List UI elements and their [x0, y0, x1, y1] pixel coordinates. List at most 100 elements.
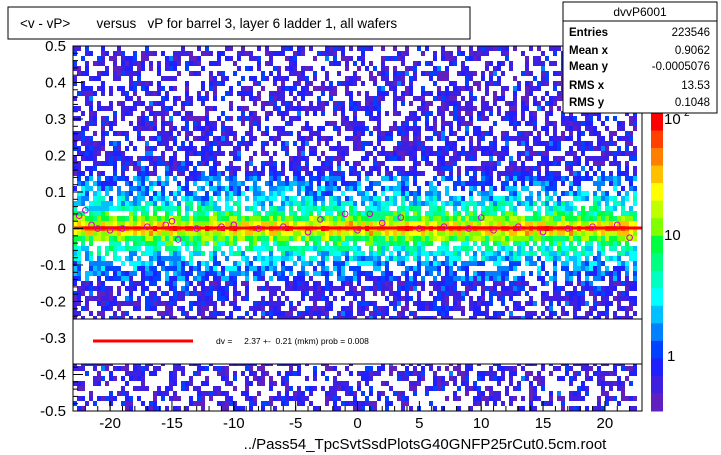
heatmap-cell	[405, 251, 409, 256]
heatmap-cell	[425, 221, 429, 226]
heatmap-cell	[389, 281, 393, 286]
heatmap-cell	[461, 86, 465, 91]
heatmap-cell	[261, 191, 265, 196]
heatmap-cell	[209, 156, 213, 161]
heatmap-cell	[413, 171, 417, 176]
heatmap-cell	[225, 201, 229, 206]
heatmap-cell	[281, 236, 285, 241]
heatmap-cell	[269, 186, 273, 191]
heatmap-cell	[185, 221, 189, 226]
heatmap-cell	[497, 281, 501, 286]
heatmap-cell	[501, 246, 505, 251]
heatmap-cell	[357, 141, 361, 146]
heatmap-cell	[265, 141, 269, 146]
heatmap-cell	[397, 391, 401, 396]
heatmap-cell	[345, 146, 349, 151]
heatmap-cell	[317, 206, 321, 211]
heatmap-cell	[81, 136, 85, 141]
heatmap-cell	[217, 261, 221, 266]
heatmap-cell	[485, 276, 489, 281]
heatmap-cell	[249, 91, 253, 96]
heatmap-cell	[209, 301, 213, 306]
heatmap-cell	[225, 371, 229, 376]
heatmap-cell	[433, 151, 437, 156]
heatmap-cell	[125, 91, 129, 96]
heatmap-cell	[233, 261, 237, 266]
heatmap-cell	[493, 66, 497, 71]
heatmap-cell	[449, 61, 453, 66]
heatmap-cell	[297, 181, 301, 186]
heatmap-cell	[361, 221, 365, 226]
heatmap-cell	[333, 236, 337, 241]
heatmap-cell	[245, 231, 249, 236]
heatmap-cell	[433, 376, 437, 381]
heatmap-cell	[165, 211, 169, 216]
heatmap-cell	[137, 196, 141, 201]
heatmap-cell	[261, 161, 265, 166]
heatmap-cell	[249, 96, 253, 101]
heatmap-cell	[121, 166, 125, 171]
heatmap-cell	[465, 276, 469, 281]
heatmap-cell	[277, 221, 281, 226]
heatmap-cell	[477, 81, 481, 86]
heatmap-cell	[257, 256, 261, 261]
heatmap-cell	[385, 171, 389, 176]
heatmap-cell	[517, 261, 521, 266]
heatmap-cell	[333, 111, 337, 116]
heatmap-cell	[249, 396, 253, 401]
heatmap-cell	[433, 201, 437, 206]
heatmap-cell	[509, 116, 513, 121]
heatmap-cell	[81, 236, 85, 241]
heatmap-cell	[433, 196, 437, 201]
heatmap-cell	[293, 281, 297, 286]
heatmap-cell	[397, 311, 401, 316]
heatmap-cell	[273, 211, 277, 216]
heatmap-cell	[405, 186, 409, 191]
heatmap-cell	[501, 201, 505, 206]
heatmap-cell	[489, 46, 493, 51]
heatmap-cell	[321, 176, 325, 181]
heatmap-cell	[417, 196, 421, 201]
heatmap-cell	[341, 241, 345, 246]
heatmap-cell	[185, 166, 189, 171]
heatmap-cell	[97, 296, 101, 301]
heatmap-cell	[473, 96, 477, 101]
heatmap-cell	[405, 396, 409, 401]
heatmap-cell	[185, 381, 189, 386]
heatmap-cell	[361, 301, 365, 306]
heatmap-cell	[305, 181, 309, 186]
heatmap-cell	[325, 311, 329, 316]
heatmap-cell	[85, 236, 89, 241]
heatmap-cell	[333, 261, 337, 266]
heatmap-cell	[297, 401, 301, 406]
heatmap-cell	[485, 246, 489, 251]
heatmap-cell	[465, 281, 469, 286]
heatmap-cell	[485, 171, 489, 176]
heatmap-cell	[189, 111, 193, 116]
heatmap-cell	[177, 266, 181, 271]
heatmap-cell	[121, 376, 125, 381]
heatmap-cell	[157, 311, 161, 316]
heatmap-cell	[89, 206, 93, 211]
heatmap-cell	[329, 211, 333, 216]
heatmap-cell	[461, 246, 465, 251]
heatmap-cell	[445, 306, 449, 311]
heatmap-cell	[233, 166, 237, 171]
heatmap-cell	[453, 236, 457, 241]
heatmap-cell	[441, 111, 445, 116]
heatmap-cell	[245, 176, 249, 181]
heatmap-cell	[293, 86, 297, 91]
heatmap-cell	[361, 251, 365, 256]
heatmap-cell	[437, 151, 441, 156]
heatmap-cell	[397, 206, 401, 211]
heatmap-cell	[425, 231, 429, 236]
heatmap-cell	[493, 231, 497, 236]
heatmap-cell	[313, 111, 317, 116]
heatmap-cell	[417, 256, 421, 261]
heatmap-cell	[473, 276, 477, 281]
heatmap-cell	[241, 106, 245, 111]
heatmap-cell	[449, 216, 453, 221]
heatmap-cell	[177, 61, 181, 66]
heatmap-cell	[453, 281, 457, 286]
heatmap-cell	[445, 136, 449, 141]
